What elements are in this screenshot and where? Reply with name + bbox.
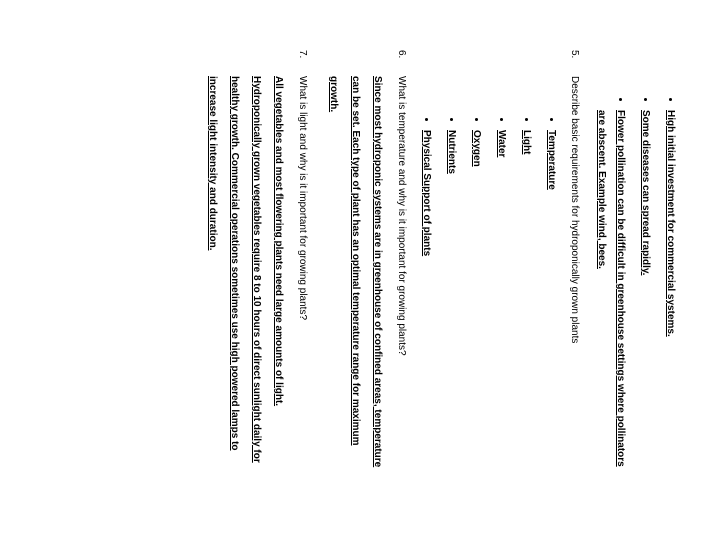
- list-item: Nutrients: [442, 130, 461, 480]
- question-number: 5.: [565, 50, 584, 76]
- question-number: 6.: [392, 50, 411, 76]
- list-item: High initial investment for commercial s…: [661, 110, 680, 480]
- q5-answer-list: Temperature Light Water Oxygen Nutrients…: [417, 50, 561, 480]
- list-item: Flower pollination can be difficult in g…: [592, 110, 630, 480]
- q6-answer: Since most hydroponic systems are in gre…: [322, 76, 388, 480]
- list-item: Some diseases can spread rapidly.: [636, 110, 655, 480]
- question-7: 7. What is light and why is it important…: [293, 50, 312, 480]
- question-text: What is light and why is it important fo…: [293, 76, 312, 480]
- question-5: 5. Describe basic requirements for hydro…: [565, 50, 584, 480]
- list-item: Oxygen: [467, 130, 486, 480]
- list-item: Physical Support of plants: [417, 130, 436, 480]
- question-number: 7.: [293, 50, 312, 76]
- list-item: Temperature: [542, 130, 561, 480]
- document-page: High initial investment for commercial s…: [0, 0, 720, 540]
- top-bullet-list: High initial investment for commercial s…: [592, 50, 680, 480]
- question-text: Describe basic requirements for hydropon…: [565, 76, 584, 480]
- question-6: 6. What is temperature and why is it imp…: [392, 50, 411, 480]
- list-item: Light: [517, 130, 536, 480]
- question-text: What is temperature and why is it import…: [392, 76, 411, 480]
- list-item: Water: [492, 130, 511, 480]
- q7-answer: All vegetables and most flowering plants…: [201, 76, 289, 480]
